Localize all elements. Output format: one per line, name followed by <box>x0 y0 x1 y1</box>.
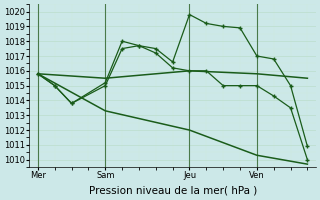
X-axis label: Pression niveau de la mer( hPa ): Pression niveau de la mer( hPa ) <box>89 186 257 196</box>
